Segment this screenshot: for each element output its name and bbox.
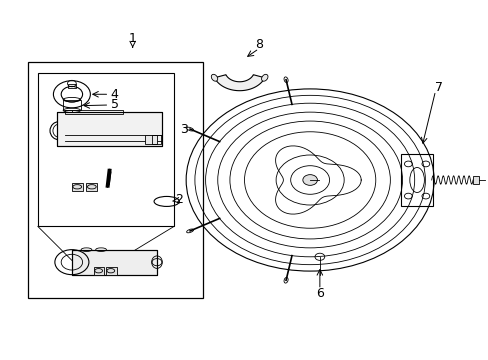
Bar — [63, 100, 81, 111]
Bar — [106, 267, 116, 275]
Bar — [152, 135, 161, 144]
Text: 1: 1 — [128, 32, 136, 45]
Bar — [72, 183, 82, 191]
Bar — [94, 267, 104, 275]
Text: 3: 3 — [180, 123, 187, 136]
Bar — [57, 112, 162, 146]
Circle shape — [302, 175, 317, 185]
Bar — [38, 73, 174, 226]
Ellipse shape — [261, 74, 267, 81]
Text: 2: 2 — [175, 193, 183, 206]
Bar — [144, 135, 157, 144]
Bar — [72, 249, 157, 275]
Ellipse shape — [211, 74, 217, 81]
Text: 4: 4 — [111, 88, 119, 101]
Bar — [67, 84, 76, 88]
Bar — [472, 176, 478, 184]
Text: 5: 5 — [111, 99, 119, 112]
Polygon shape — [214, 75, 264, 91]
Bar — [28, 62, 203, 298]
Bar — [86, 183, 97, 191]
Bar — [401, 154, 432, 206]
Bar — [64, 111, 122, 114]
Text: 7: 7 — [434, 81, 442, 94]
Bar — [57, 112, 162, 146]
Bar — [72, 249, 157, 275]
Text: 8: 8 — [255, 38, 263, 51]
Text: 6: 6 — [315, 287, 323, 300]
